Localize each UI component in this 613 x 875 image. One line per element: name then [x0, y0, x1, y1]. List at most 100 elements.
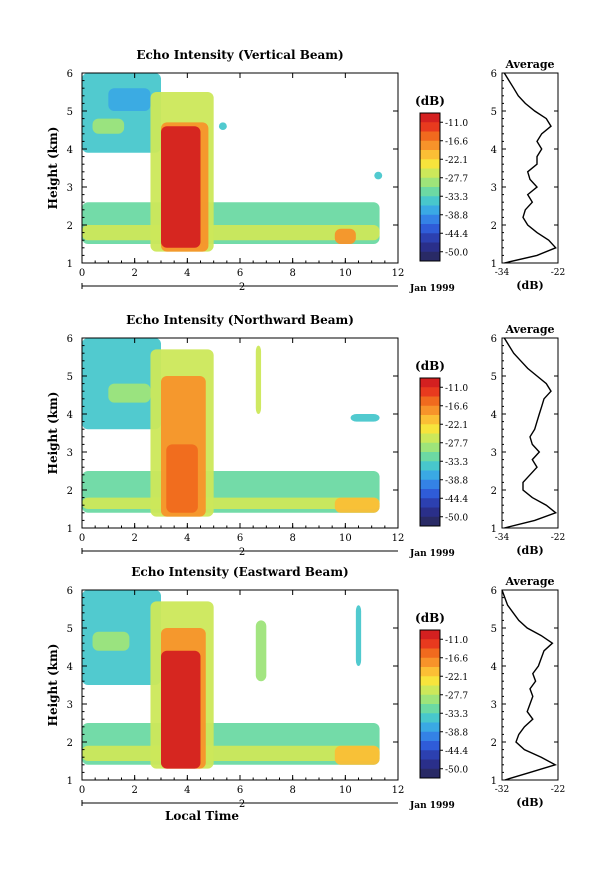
colorbar-swatch — [420, 498, 440, 508]
colorbar-swatch — [420, 113, 440, 123]
x-tick-label: 12 — [392, 268, 405, 279]
colorbar-swatch — [420, 187, 440, 197]
colorbar-swatch — [420, 648, 440, 659]
colorbar-swatch — [420, 177, 440, 188]
colorbar-swatch — [420, 433, 440, 444]
x-tick-label: 8 — [289, 533, 295, 544]
avg-y-tick-label: 1 — [491, 524, 497, 535]
heatmap-field — [82, 590, 380, 769]
colorbar-swatch — [420, 424, 440, 434]
colorbar-swatch — [420, 685, 440, 696]
x-tick-label: 0 — [79, 533, 85, 544]
x-tick-label: 6 — [237, 268, 243, 279]
echo-region-6 — [334, 228, 356, 244]
x-tick-label: 12 — [392, 785, 405, 796]
heatmap-field — [82, 338, 380, 517]
colorbar-tick-label: -33.3 — [445, 193, 468, 203]
avg-x-tick-label: -34 — [495, 268, 510, 278]
colorbar-tick-label: -22.1 — [445, 421, 468, 431]
x-axis-label: Local Time — [165, 809, 239, 823]
y-axis-label: Height (km) — [46, 644, 60, 727]
colorbar-tick-label: -38.8 — [445, 211, 468, 221]
y-tick-label: 4 — [67, 410, 73, 421]
colorbar-swatch — [420, 122, 440, 132]
avg-y-tick-label: 5 — [491, 624, 497, 635]
colorbar-swatch — [420, 214, 440, 225]
average-frame — [501, 589, 559, 781]
colorbar-swatch — [420, 159, 440, 169]
avg-x-axis-label: (dB) — [516, 279, 543, 292]
avg-y-tick-label: 5 — [491, 107, 497, 118]
colorbar-swatch — [420, 630, 440, 640]
y-tick-label: 1 — [67, 524, 73, 535]
panel-title: Echo Intensity (Northward Beam) — [126, 313, 354, 327]
colorbar-tick-label: -16.6 — [445, 402, 468, 412]
echo-region-5 — [334, 745, 380, 765]
colorbar-swatch — [420, 378, 440, 388]
avg-y-tick-label: 5 — [491, 372, 497, 383]
colorbar-tick-label: -33.3 — [445, 710, 468, 720]
avg-y-tick-label: 6 — [491, 69, 497, 80]
panel-1: Echo Intensity (Vertical Beam)0 2 4 6 8 10 121… — [46, 48, 565, 294]
echo-region-8 — [161, 650, 201, 769]
echo-region-3 — [108, 88, 151, 111]
colorbar-swatch — [420, 196, 440, 206]
colorbar-swatch — [420, 205, 440, 216]
colorbar-swatch — [420, 676, 440, 686]
colorbar-swatch — [420, 224, 440, 234]
date-label: Jan 1999 — [409, 549, 455, 559]
colorbar-swatch — [420, 131, 440, 142]
colorbar-frame — [419, 629, 441, 779]
colorbar-swatch — [420, 461, 440, 471]
colorbar-swatch — [420, 750, 440, 760]
y-axis-label: Height (km) — [46, 392, 60, 475]
x-tick-label: 10 — [339, 785, 352, 796]
echo-region-11 — [374, 171, 383, 180]
avg-y-tick-label: 3 — [491, 448, 497, 459]
x-tick-label: 4 — [184, 268, 190, 279]
colorbar-swatch — [420, 242, 440, 253]
x-tick-label: 6 — [237, 533, 243, 544]
average-line — [503, 337, 558, 529]
average-profile: Average 1 2 3 4 5 6 -34 -22 (dB) — [491, 58, 566, 292]
date-label: Jan 1999 — [409, 284, 455, 294]
avg-y-tick-label: 4 — [491, 410, 497, 421]
echo-region-9 — [161, 126, 201, 248]
x-tick-label: 2 — [131, 785, 137, 796]
colorbar-swatch — [420, 768, 440, 779]
colorbar-swatch — [420, 396, 440, 407]
colorbar-swatch — [420, 731, 440, 742]
colorbar-tick-label: -11.0 — [445, 384, 468, 394]
colorbar-frame — [419, 112, 441, 262]
x-tick-label: 10 — [339, 268, 352, 279]
panel-title: Echo Intensity (Vertical Beam) — [136, 48, 343, 62]
colorbar-swatch — [420, 704, 440, 714]
colorbar-tick-label: -11.0 — [445, 636, 468, 646]
colorbar-swatch — [420, 415, 440, 425]
avg-y-tick-label: 4 — [491, 145, 497, 156]
colorbar-frame — [419, 377, 441, 527]
day-marker: 2 — [239, 282, 245, 293]
avg-y-tick-label: 4 — [491, 662, 497, 673]
avg-y-tick-label: 1 — [491, 259, 497, 270]
panel-title: Echo Intensity (Eastward Beam) — [131, 565, 348, 579]
colorbar-swatch — [420, 694, 440, 705]
y-tick-label: 4 — [67, 662, 73, 673]
y-axis-label: Height (km) — [46, 127, 60, 210]
avg-y-tick-label: 6 — [491, 334, 497, 345]
colorbar-swatch — [420, 251, 440, 262]
day-marker: 2 — [239, 799, 245, 810]
average-title: Average — [504, 323, 554, 336]
colorbar-swatch — [420, 667, 440, 677]
echo-region-1 — [82, 73, 161, 153]
colorbar-swatch — [420, 452, 440, 462]
x-tick-label: 2 — [131, 268, 137, 279]
y-tick-label: 2 — [67, 221, 73, 232]
colorbar-swatch — [420, 150, 440, 160]
echo-region-9 — [255, 345, 262, 414]
colorbar-tick-label: -38.8 — [445, 476, 468, 486]
colorbar-swatch — [420, 489, 440, 499]
x-tick-label: 4 — [184, 533, 190, 544]
x-tick-label: 4 — [184, 785, 190, 796]
echo-region-8 — [166, 444, 198, 513]
